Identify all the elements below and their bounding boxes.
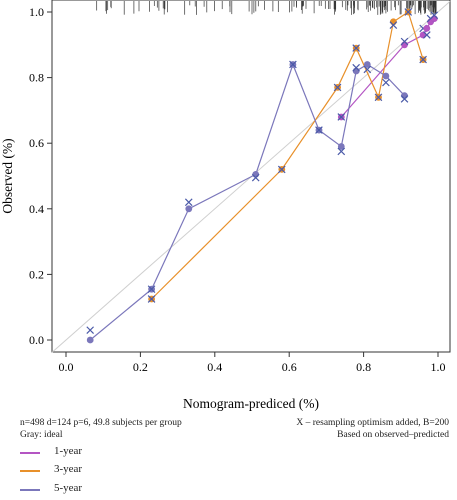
- corrected-point: [184, 198, 193, 207]
- corrected-point: [337, 147, 346, 156]
- x-tick-label: 0.0: [59, 360, 74, 374]
- observed-point: [423, 25, 431, 32]
- corrected-point: [389, 21, 398, 29]
- legend-label-1-year: 1-year: [54, 445, 83, 457]
- y-tick-label: 0.4: [29, 202, 44, 216]
- observed-point: [86, 336, 94, 344]
- corrected-point: [147, 285, 156, 293]
- corrected-point: [423, 31, 431, 39]
- corrected-point: [352, 63, 360, 72]
- corrected-point: [419, 55, 427, 64]
- corrected-point: [382, 78, 390, 87]
- series-3-year: [147, 8, 427, 303]
- y-tick-label: 0.8: [29, 71, 44, 85]
- x-axis: 0.0 0.2 0.4 0.6 0.8 1.0: [59, 352, 446, 374]
- observed-point: [430, 15, 438, 22]
- corrected-point: [400, 37, 409, 46]
- corrected-point: [400, 95, 409, 103]
- legend-swatch-5-year: [20, 489, 40, 491]
- x-tick-label: 0.8: [356, 360, 371, 374]
- corrected-point: [352, 44, 360, 52]
- series-1-year: [337, 11, 439, 121]
- corrected-point: [404, 8, 413, 16]
- corrected-point: [363, 65, 372, 74]
- series-line-3-year: [151, 11, 424, 300]
- y-axis-label: Observed (%): [0, 138, 15, 213]
- observed-point: [390, 18, 397, 26]
- corrected-point: [430, 11, 439, 20]
- corrected-point: [289, 60, 297, 69]
- corrected-point: [374, 93, 383, 102]
- corrected-point: [147, 295, 156, 303]
- corrected-point: [315, 126, 323, 134]
- stats-note: n=498 d=124 p=6, 49.8 subjects per group: [20, 418, 182, 428]
- x-tick-label: 0.6: [282, 360, 297, 374]
- rug-marks: [96, 1, 437, 15]
- plot-frame: [51, 0, 451, 353]
- y-axis: 0.0 0.2 0.4 0.6 0.8 1.0: [29, 5, 52, 347]
- y-tick-label: 1.0: [29, 5, 44, 19]
- legend-label-5-year: 5-year: [54, 482, 83, 494]
- basis-note: Based on observed–predicted: [337, 430, 449, 440]
- observed-point: [419, 31, 427, 39]
- observed-point: [401, 92, 408, 99]
- legend-label-3-year: 3-year: [54, 463, 83, 475]
- x-tick-label: 0.4: [207, 360, 222, 374]
- x-tick-label: 0.2: [133, 360, 148, 374]
- series-line-5-year: [89, 62, 405, 341]
- corrected-point: [86, 326, 95, 334]
- x-tick-label: 1.0: [431, 360, 446, 374]
- corrected-point: [337, 113, 346, 121]
- y-tick-label: 0.2: [29, 267, 44, 281]
- x-axis-label: Nomogram-prediced (%): [183, 396, 319, 411]
- ideal-note: Gray: ideal: [20, 430, 63, 440]
- observed-point: [185, 205, 193, 213]
- legend-swatch-3-year: [20, 470, 40, 472]
- y-tick-label: 0.6: [29, 136, 44, 150]
- observed-point: [337, 143, 345, 150]
- corrected-point: [251, 173, 260, 182]
- series-5-year: [86, 60, 409, 344]
- series-group: [86, 8, 439, 344]
- y-tick-label: 0.0: [29, 333, 44, 347]
- corrected-point: [277, 165, 286, 174]
- legend-swatch-1-year: [20, 452, 40, 454]
- corrected-point: [333, 83, 342, 92]
- observed-point: [382, 72, 390, 80]
- observed-point: [363, 61, 371, 68]
- observed-point: [401, 41, 408, 49]
- resampling-note: X – resampling optimism added, B=200: [296, 418, 449, 428]
